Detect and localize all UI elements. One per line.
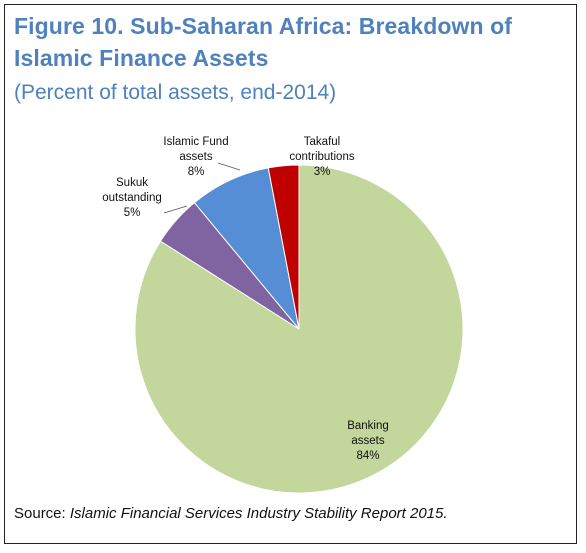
slice-name-label: Takaful <box>304 136 340 148</box>
slice-value-label: 3% <box>314 166 331 178</box>
leader-line <box>217 162 241 171</box>
slice-name-label: Sukuk <box>116 177 148 189</box>
leader-line <box>163 205 188 214</box>
slice-value-label: 8% <box>188 166 205 178</box>
slice-label-banking-assets: Banking assets 84% <box>347 420 389 462</box>
slice-label-islamic-fund-assets: Islamic Fund assets 8% <box>163 136 228 178</box>
slice-label-takaful-contributions: Takaful contributions 3% <box>289 136 354 178</box>
slice-value-label: 84% <box>356 450 379 462</box>
figure-subtitle: (Percent of total assets, end-2014) <box>14 81 337 104</box>
slice-name-label: assets <box>351 435 384 447</box>
slice-name-label: Islamic Fund <box>163 136 228 148</box>
figure-source: Source: Islamic Financial Services Indus… <box>14 505 448 522</box>
slice-name-label: contributions <box>289 151 354 163</box>
pie-slice-takaful-contributions <box>267 164 300 330</box>
slice-name-label: Banking <box>347 420 389 432</box>
slice-name-label: assets <box>179 151 212 163</box>
slice-name-label: outstanding <box>102 192 161 204</box>
slice-label-sukuk-outstanding: Sukuk outstanding 5% <box>102 177 161 219</box>
source-report-name: Islamic Financial Services Industry Stab… <box>69 505 448 522</box>
figure-title: Figure 10. Sub-Saharan Africa: Breakdown… <box>14 13 513 71</box>
slice-value-label: 5% <box>124 207 141 219</box>
source-prefix: Source: <box>14 505 70 522</box>
